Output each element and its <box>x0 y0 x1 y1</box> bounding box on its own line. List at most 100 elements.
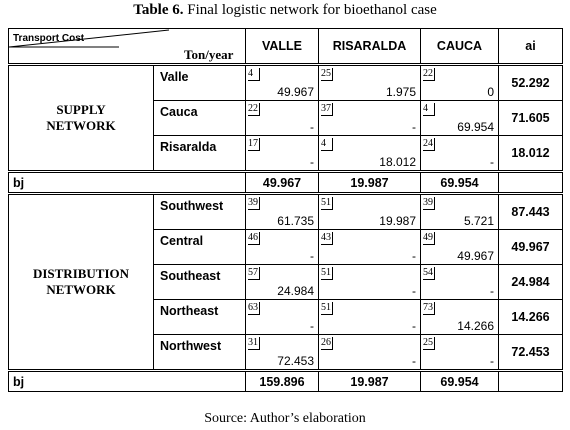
transport-cost: 46 <box>248 232 260 245</box>
row-name: Risaralda <box>153 135 246 172</box>
cell-box: 46 - <box>246 230 318 264</box>
flow-cell: 4 18.012 <box>318 135 421 172</box>
flow-cell: 17 - <box>245 135 319 172</box>
flow-value: - <box>412 354 416 368</box>
corner-diagonal <box>9 29 170 48</box>
flow-value: - <box>310 155 314 169</box>
flow-value: 5.721 <box>463 214 494 228</box>
flow-cell: 51 - <box>318 299 421 335</box>
flow-cell: 31 72.453 <box>245 334 319 371</box>
caption-text: Final logistic network for bioethanol ca… <box>187 2 437 18</box>
flow-value: 18.012 <box>379 155 416 169</box>
flow-value: 19.987 <box>379 214 416 228</box>
flow-cell: 43 - <box>318 229 421 265</box>
flow-cell: 4 69.954 <box>420 100 499 136</box>
flow-value: 72.453 <box>277 354 314 368</box>
bj-label: bj <box>8 369 246 392</box>
cell-box: 51 19.987 <box>319 195 420 229</box>
flow-cell: 26 - <box>318 334 421 371</box>
transport-cost: 39 <box>248 197 260 210</box>
flow-value: - <box>412 319 416 333</box>
flow-value: 1.975 <box>385 85 416 99</box>
transport-cost: 4 <box>321 138 333 151</box>
bj-row: bj 49.967 19.987 69.954 <box>8 170 563 194</box>
caption-label: Table 6. <box>133 2 184 18</box>
flow-cell: 25 1.975 <box>318 63 421 101</box>
table-caption: Table 6. Final logistic network for bioe… <box>0 2 570 19</box>
ai-value: 24.984 <box>498 264 563 300</box>
cell-box: 39 5.721 <box>421 195 498 229</box>
cell-box: 24 - <box>421 136 498 170</box>
transport-cost: 25 <box>423 337 435 350</box>
transport-cost: 39 <box>423 197 435 210</box>
flow-value: 61.735 <box>277 214 314 228</box>
transport-cost: 4 <box>248 68 260 81</box>
flow-cell: 51 - <box>318 264 421 300</box>
row-name: Valle <box>153 63 246 101</box>
cell-box: 51 - <box>319 265 420 299</box>
flow-value: - <box>490 155 494 169</box>
data-row: Cauca 22-37-4 69.954 71.605 <box>9 100 563 136</box>
flow-value: 14.266 <box>457 319 494 333</box>
corner-cell: Transport Cost Ton/year <box>8 28 246 65</box>
row-name: Southwest <box>153 192 246 230</box>
cell-box: 22 - <box>246 101 318 135</box>
transport-cost: 37 <box>321 103 333 116</box>
transport-cost: 4 <box>423 103 435 116</box>
flow-cell: 73 14.266 <box>420 299 499 335</box>
bj-value: 159.896 <box>245 369 319 392</box>
bj-value: 49.967 <box>245 170 319 194</box>
transport-cost: 49 <box>423 232 435 245</box>
header-row: Transport Cost Ton/year VALLE RISARALDA … <box>8 28 563 65</box>
flow-value: - <box>490 354 494 368</box>
corner-bottom-label: Ton/year <box>184 47 234 62</box>
ai-value: 49.967 <box>498 229 563 265</box>
ai-value: 52.292 <box>498 63 563 101</box>
cell-box: 25 - <box>421 335 498 369</box>
row-name: Northwest <box>153 334 246 371</box>
cell-box: 39 61.735 <box>246 195 318 229</box>
flow-cell: 46 - <box>245 229 319 265</box>
flow-cell: 63 - <box>245 299 319 335</box>
flow-value: 49.967 <box>277 85 314 99</box>
cell-box: 4 49.967 <box>246 66 318 100</box>
transport-cost: 22 <box>423 68 435 81</box>
cell-box: 31 72.453 <box>246 335 318 369</box>
column-header: VALLE <box>245 28 319 65</box>
table-body: SUPPLY NETWORK Valle 4 49.967 25 1.975 22 0 52.2… <box>8 63 563 392</box>
transport-cost: 54 <box>423 267 435 280</box>
cell-box: 22 0 <box>421 66 498 100</box>
cell-box: 73 14.266 <box>421 300 498 334</box>
flow-value: - <box>490 284 494 298</box>
ai-value: 14.266 <box>498 299 563 335</box>
transport-cost: 73 <box>423 302 435 315</box>
cell-box: 25 1.975 <box>319 66 420 100</box>
data-row: DISTRIBUTION NETWORK Southwest 39 61.735 51 1… <box>8 192 563 371</box>
flow-cell: 22 0 <box>420 63 499 101</box>
column-header: CAUCA <box>420 28 499 65</box>
cell-box: 17 - <box>246 136 318 170</box>
group-label: DISTRIBUTION NETWORK <box>8 192 154 371</box>
transport-cost: 31 <box>248 337 260 350</box>
transport-cost: 25 <box>321 68 333 81</box>
cell-box: 4 18.012 <box>319 136 420 170</box>
cell-box: 49 49.967 <box>421 230 498 264</box>
flow-value: - <box>412 249 416 263</box>
flow-value: 0 <box>487 85 494 99</box>
bj-value: 19.987 <box>318 369 421 392</box>
bj-value: 69.954 <box>420 170 499 194</box>
column-header: ai <box>498 28 563 65</box>
cell-box: 54 - <box>421 265 498 299</box>
flow-value: 24.984 <box>277 284 314 298</box>
transport-cost: 57 <box>248 267 260 280</box>
transport-cost: 24 <box>423 138 435 151</box>
flow-value: 69.954 <box>457 120 494 134</box>
flow-cell: 22 - <box>245 100 319 136</box>
data-row: Central 46-43-49 49.967 49.967 <box>9 229 563 265</box>
cell-box: 43 - <box>319 230 420 264</box>
cell-box: 37 - <box>319 101 420 135</box>
bj-row: bj 159.896 19.987 69.954 <box>8 369 563 392</box>
row-name: Central <box>153 229 246 265</box>
transport-cost: 51 <box>321 197 333 210</box>
